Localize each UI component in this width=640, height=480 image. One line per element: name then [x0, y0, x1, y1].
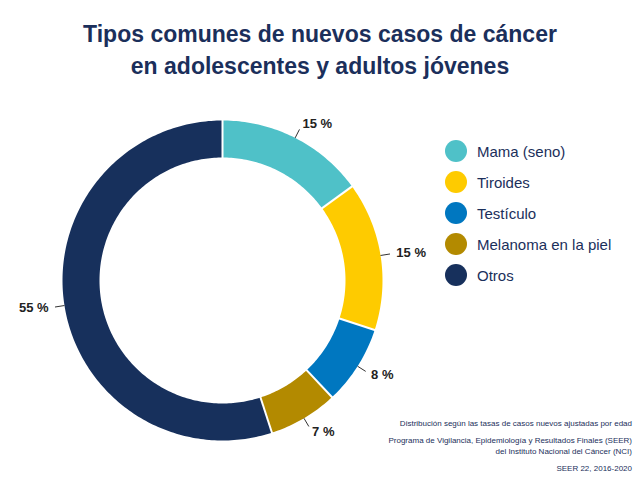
svg-text:7 %: 7 %: [312, 424, 335, 439]
svg-text:15 %: 15 %: [396, 245, 426, 260]
svg-text:15 %: 15 %: [302, 116, 332, 131]
svg-text:55 %: 55 %: [19, 300, 49, 315]
html-text:Tipos comunes de nuevos casos: Tipos comunes de nuevos casos de cáncer …: [83, 21, 557, 79]
html-text:Distribución según las tasas d: Distribución según las tasas de casos nu…: [399, 419, 632, 428]
html-text:Tiroides: Tiroides: [477, 173, 530, 191]
html-text:Programa de Vigilancia, Epidem: Programa de Vigilancia, Epidemiología y …: [388, 436, 632, 456]
html-text:Mama (seno): Mama (seno): [477, 142, 566, 160]
html-text:Testículo: Testículo: [477, 204, 537, 222]
html-text:Melanoma en la piel: Melanoma en la piel: [477, 235, 612, 253]
svg-text:8 %: 8 %: [371, 367, 394, 382]
html-text:SEER 22, 2016-2020: SEER 22, 2016-2020: [556, 464, 632, 473]
html-text:Otros: Otros: [477, 266, 514, 284]
